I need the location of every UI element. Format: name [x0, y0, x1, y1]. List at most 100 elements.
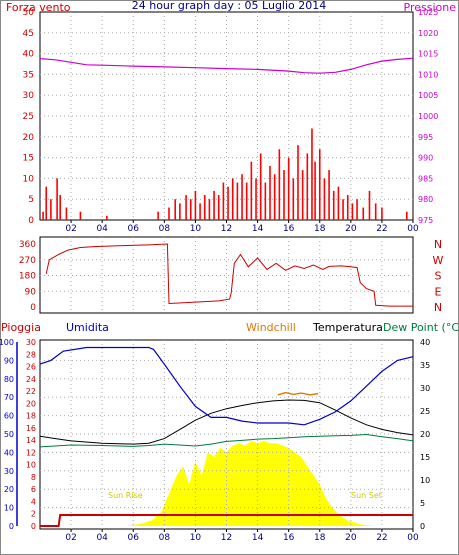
rain-tick-label: 12 — [26, 448, 36, 457]
wind-tick-label: 45 — [23, 29, 34, 39]
temperature-label: Temperatura — [312, 321, 383, 334]
rain-tick-label: 30 — [26, 338, 36, 347]
rain-tick-label: 2 — [31, 510, 36, 519]
rain-tick-label: 8 — [31, 473, 36, 482]
pressure-tick-label: 980 — [418, 195, 433, 204]
pressure-tick-label: 1025 — [418, 8, 438, 17]
humidity-tick-label: 80 — [4, 375, 14, 384]
hour-tick-label: 18 — [314, 224, 326, 234]
hour-tick-label: 04 — [96, 533, 108, 543]
pressure-line — [39, 57, 414, 74]
cardinal-label: S — [435, 270, 442, 283]
rain-line — [40, 514, 413, 527]
pressure-tick-label: 995 — [418, 133, 433, 142]
pressure-tick-label: 985 — [418, 174, 433, 183]
humidity-tick-label: 70 — [4, 393, 14, 402]
cardinal-label: N — [434, 238, 442, 251]
wind-pressure-grid — [40, 12, 413, 220]
direction-tick-label: 0 — [30, 303, 36, 313]
direction-tick-label: 270 — [19, 256, 36, 266]
direction-axis-ticks: 0 90 180 270 360 — [19, 240, 36, 313]
hour-tick-label: 02 — [65, 224, 76, 234]
cardinal-label: W — [433, 254, 444, 267]
rain-tick-label: 18 — [26, 412, 36, 421]
hour-tick-label: 08 — [159, 224, 171, 234]
humidity-tick-label: 0 — [9, 522, 14, 531]
hour-tick-label: 12 — [221, 224, 232, 234]
hour-tick-label: 12 — [221, 533, 232, 543]
humidity-tick-label: 60 — [4, 412, 14, 421]
cardinal-label: E — [435, 285, 442, 298]
hour-tick-label: 02 — [65, 533, 76, 543]
pressure-label: Pressione — [404, 1, 457, 14]
wind-tick-label: 10 — [23, 174, 35, 184]
temperature-tick-label: 20 — [420, 430, 430, 439]
wind-tick-label: 30 — [23, 91, 35, 101]
rain-tick-label: 4 — [31, 497, 36, 506]
wind-tick-label: 5 — [28, 195, 34, 205]
hour-tick-label: 16 — [283, 533, 295, 543]
hour-tick-label: 14 — [252, 533, 264, 543]
wind-direction-line — [45, 243, 413, 307]
hour-tick-label: 16 — [283, 224, 295, 234]
hour-tick-label: 22 — [376, 224, 387, 234]
humidity-temperature-hour-ticks: 02 04 06 08 10 12 14 16 18 20 22 00 — [65, 529, 419, 543]
temperature-tick-label: 15 — [420, 453, 430, 462]
direction-tick-label: 90 — [25, 287, 37, 297]
rain-label: Pioggia — [1, 321, 41, 334]
temperature-tick-label: 25 — [420, 407, 430, 416]
rain-tick-label: 20 — [26, 399, 36, 408]
rain-tick-label: 24 — [26, 375, 36, 384]
rain-tick-label: 6 — [31, 485, 36, 494]
humidity-line — [39, 346, 414, 426]
temperature-tick-label: 35 — [420, 361, 430, 370]
hour-tick-label: 10 — [190, 533, 202, 543]
dewpoint-line — [39, 433, 414, 448]
hour-tick-label: 00 — [407, 224, 419, 234]
temperature-line — [39, 399, 414, 445]
humidity-tick-label: 40 — [4, 448, 14, 457]
rain-tick-label: 0 — [31, 522, 36, 531]
wind-tick-label: 0 — [28, 216, 34, 226]
rain-tick-label: 28 — [26, 350, 36, 359]
pressure-tick-label: 1005 — [418, 91, 438, 100]
pressure-tick-label: 1010 — [418, 70, 438, 79]
pressure-tick-label: 990 — [418, 154, 433, 163]
hour-tick-label: 18 — [314, 533, 326, 543]
hour-tick-label: 14 — [252, 224, 264, 234]
temperature-tick-label: 10 — [420, 476, 430, 485]
rain-tick-label: 26 — [26, 363, 36, 372]
windchill-label: Windchill — [246, 321, 296, 334]
rain-tick-label: 14 — [26, 436, 36, 445]
solar-radiation-area — [125, 440, 375, 526]
humidity-label: Umidita — [66, 321, 109, 334]
wind-gust-bars — [42, 128, 408, 220]
temperature-axis-ticks: 0 5 10 15 20 25 30 35 40 — [420, 338, 430, 531]
hour-tick-label: 06 — [128, 533, 140, 543]
direction-tick-label: 360 — [19, 240, 36, 250]
humidity-tick-label: 50 — [4, 430, 14, 439]
wind-tick-label: 25 — [23, 112, 34, 122]
hour-tick-label: 10 — [190, 224, 202, 234]
temperature-tick-label: 30 — [420, 384, 430, 393]
hour-tick-label: 22 — [376, 533, 387, 543]
humidity-tick-label: 10 — [4, 504, 14, 513]
rain-tick-label: 10 — [26, 461, 36, 470]
temperature-tick-label: 5 — [420, 499, 425, 508]
wind-tick-label: 50 — [23, 8, 35, 18]
pressure-tick-label: 1015 — [418, 50, 438, 59]
wind-tick-label: 35 — [23, 70, 34, 80]
pressure-tick-label: 975 — [418, 216, 433, 225]
wind-pressure-hour-ticks: 02 04 06 08 10 12 14 16 18 20 22 00 — [65, 220, 419, 234]
windchill-line — [277, 391, 319, 396]
hour-tick-label: 04 — [96, 224, 108, 234]
temperature-tick-label: 40 — [420, 338, 430, 347]
dewpoint-label: Dew Point (°C — [383, 321, 459, 334]
hour-tick-label: 20 — [345, 533, 357, 543]
